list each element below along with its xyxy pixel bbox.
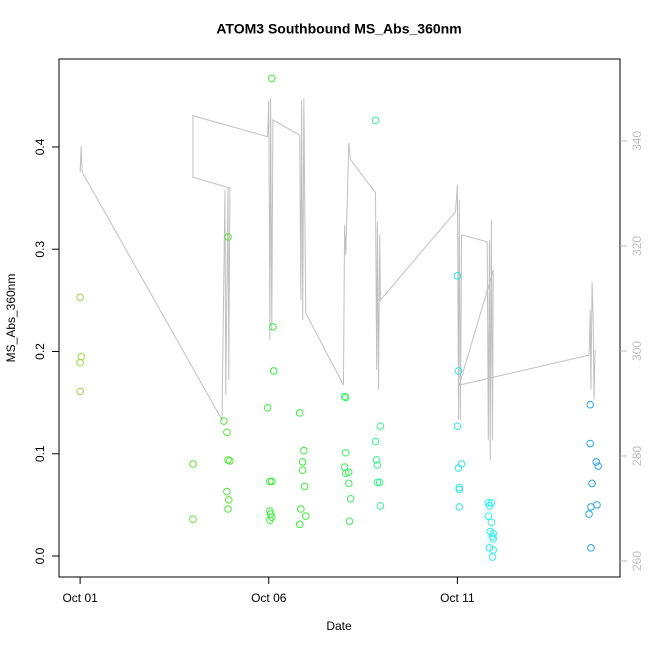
- point: [587, 503, 595, 511]
- point: [226, 457, 234, 465]
- point: [376, 422, 385, 430]
- point: [592, 458, 601, 466]
- point: [224, 505, 232, 513]
- point: [586, 400, 594, 409]
- y2-tick-label: 280: [630, 446, 644, 466]
- point: [220, 417, 228, 425]
- point: [489, 534, 498, 543]
- point: [489, 546, 498, 554]
- point: [267, 477, 276, 486]
- point: [484, 512, 493, 520]
- point: [375, 478, 384, 487]
- point: [77, 352, 86, 361]
- point: [594, 462, 602, 470]
- y2-tick-label: 260: [630, 551, 644, 571]
- point: [371, 437, 380, 446]
- y2-tick-label: 340: [630, 131, 644, 151]
- x-tick-label: Oct 01: [62, 591, 98, 605]
- point: [489, 529, 498, 538]
- point: [298, 466, 307, 474]
- point: [189, 515, 197, 524]
- point: [487, 518, 496, 527]
- y-tick-label: 0.2: [33, 343, 47, 360]
- point: [371, 116, 380, 125]
- point: [455, 483, 464, 492]
- point: [340, 392, 349, 401]
- point: [345, 517, 354, 526]
- point: [585, 510, 593, 518]
- point: [341, 469, 350, 477]
- x-tick-label: Oct 06: [251, 591, 287, 605]
- point: [487, 499, 496, 507]
- point: [223, 487, 231, 496]
- point: [344, 479, 353, 488]
- point: [295, 520, 304, 529]
- point: [263, 403, 272, 412]
- point: [189, 460, 197, 468]
- point: [485, 544, 494, 552]
- point: [454, 367, 463, 375]
- point: [301, 512, 310, 520]
- point: [376, 502, 385, 510]
- point: [453, 272, 462, 280]
- point: [76, 387, 84, 396]
- x-tick-label: Oct 11: [440, 591, 475, 605]
- point: [269, 367, 278, 375]
- plot-frame: [58, 58, 621, 578]
- point: [455, 503, 464, 511]
- point: [224, 456, 232, 464]
- point: [297, 505, 305, 513]
- point: [457, 460, 466, 468]
- point: [341, 448, 350, 457]
- point: [266, 477, 274, 486]
- y-tick-label: 0.4: [33, 138, 47, 155]
- y-axis-label: MS_Abs_360nm: [4, 274, 18, 363]
- point: [224, 233, 232, 241]
- point: [223, 428, 231, 437]
- point: [76, 293, 84, 302]
- point: [346, 494, 355, 503]
- point: [373, 461, 382, 469]
- point: [588, 479, 596, 488]
- point: [455, 485, 464, 494]
- point: [298, 458, 307, 466]
- y2-tick-label: 300: [630, 341, 644, 361]
- point: [295, 409, 304, 417]
- line-series: [79, 97, 596, 461]
- point: [372, 456, 381, 464]
- point: [267, 74, 276, 83]
- chart-title: ATOM3 Southbound MS_Abs_360nm: [216, 21, 461, 37]
- point: [341, 393, 350, 402]
- x-axis-label: Date: [326, 619, 352, 633]
- point: [587, 544, 595, 552]
- y-tick-label: 0.3: [33, 241, 47, 258]
- point: [586, 439, 594, 448]
- y2-tick-label: 320: [630, 236, 644, 256]
- point: [266, 516, 274, 525]
- point: [373, 478, 382, 487]
- point: [300, 482, 309, 491]
- y-tick-label: 0.0: [33, 547, 47, 564]
- point: [269, 323, 277, 331]
- y-tick-label: 0.1: [33, 445, 47, 462]
- point: [453, 422, 462, 430]
- point: [300, 446, 308, 455]
- point: [488, 553, 497, 561]
- point: [224, 495, 233, 504]
